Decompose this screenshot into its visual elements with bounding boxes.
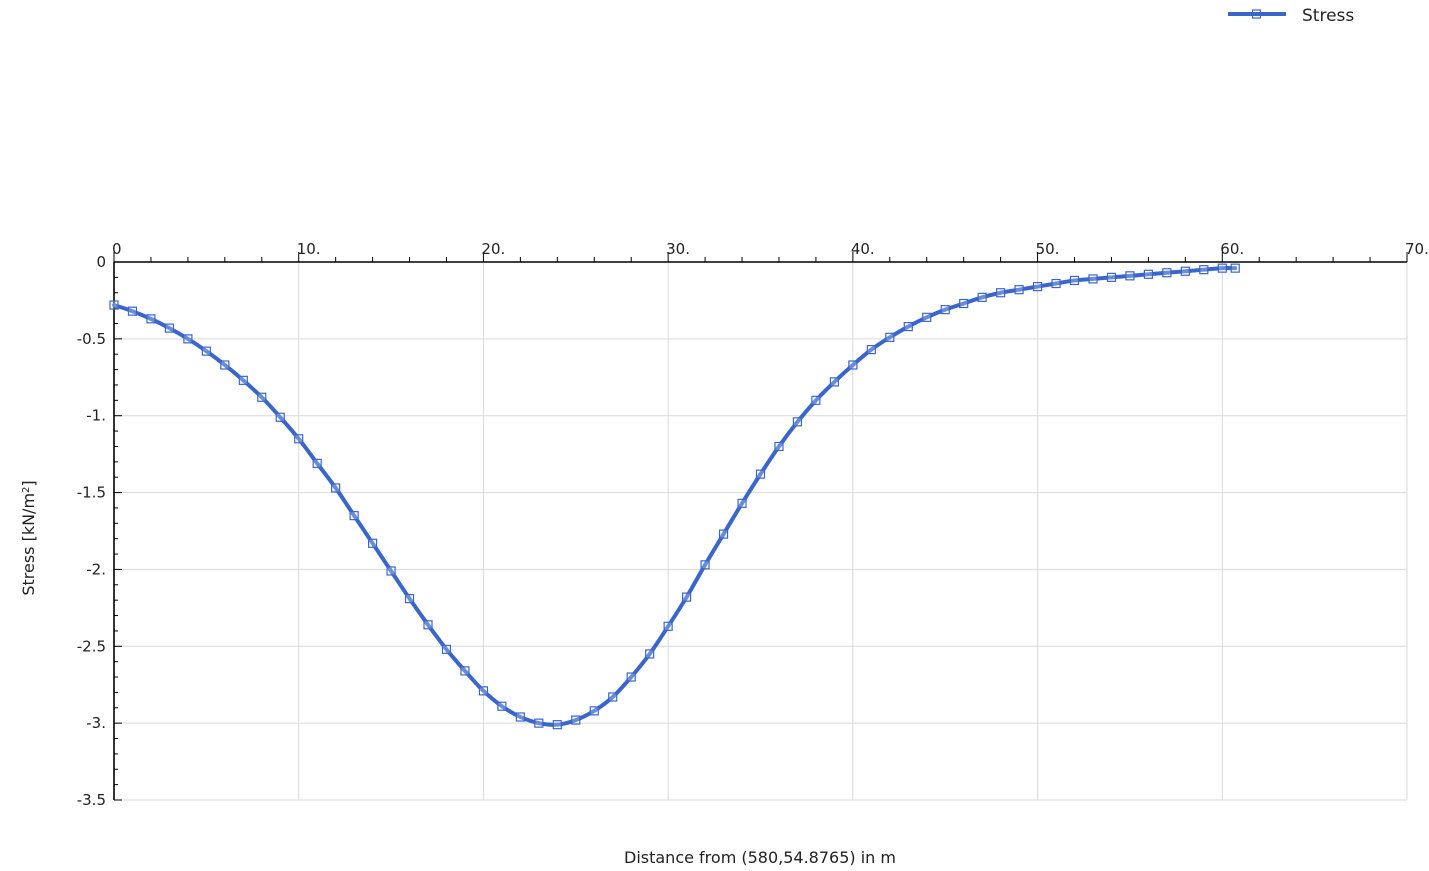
x-tick-label: 60. — [1220, 240, 1244, 258]
data-point — [571, 715, 581, 725]
data-point — [1230, 263, 1240, 273]
y-tick-label: -3. — [86, 714, 106, 732]
data-point — [460, 666, 470, 676]
data-point — [1032, 281, 1043, 292]
data-point — [792, 417, 803, 427]
legend-entry-stress: Stress — [1302, 6, 1354, 26]
data-point — [534, 718, 544, 728]
x-tick-label: 50. — [1036, 240, 1060, 258]
data-point — [294, 434, 304, 444]
data-point — [996, 288, 1006, 298]
data-point — [811, 395, 821, 405]
data-point — [959, 298, 969, 309]
data-point — [1199, 265, 1209, 275]
data-point — [1217, 263, 1227, 273]
data-point — [478, 686, 489, 696]
y-tick-label: -1. — [86, 407, 106, 425]
y-axis-label-superscript: 2 — [21, 487, 32, 493]
legend: Stress — [1228, 6, 1354, 26]
tick-labels: 0 10. 20. 30. 40. 50. 60. 70. 0 -0.5 -1. -1.5 -2. -2.… — [77, 240, 1429, 809]
y-tick-label: -2. — [86, 560, 106, 578]
legend-marker-square — [1251, 9, 1262, 19]
data-point — [1180, 266, 1190, 276]
data-point — [183, 334, 193, 344]
data-point — [368, 538, 378, 548]
data-point — [1088, 274, 1098, 284]
data-point — [903, 321, 913, 332]
x-tick-label: 70. — [1405, 240, 1429, 258]
data-point — [1069, 275, 1080, 286]
x-tick-label: 20. — [481, 240, 505, 258]
data-point — [127, 306, 138, 316]
data-point — [404, 594, 415, 604]
x-tick-label: 40. — [851, 240, 875, 258]
data-point — [977, 292, 987, 302]
data-point — [1106, 272, 1117, 282]
data-point — [663, 621, 673, 631]
data-point — [146, 314, 156, 324]
data-point — [109, 300, 119, 310]
plot-area — [109, 263, 1240, 730]
y-tick-label: 0 — [96, 253, 106, 271]
data-point — [1143, 269, 1154, 279]
data-point — [608, 692, 618, 702]
y-tick-label: -0.5 — [77, 330, 106, 348]
data-point — [164, 323, 175, 333]
data-point — [682, 592, 692, 602]
data-point — [755, 469, 766, 479]
data-point — [848, 360, 858, 370]
y-axis-label-main: Stress [kN/m — [19, 493, 38, 596]
y-tick-label: -2.5 — [77, 637, 106, 655]
data-point — [386, 566, 396, 576]
axes — [113, 261, 1407, 800]
data-point — [497, 701, 507, 711]
data-point — [220, 360, 230, 370]
data-point — [885, 332, 895, 342]
data-point — [515, 712, 525, 722]
data-point — [718, 529, 729, 539]
y-axis-label-end: ] — [19, 480, 38, 486]
data-point — [312, 458, 322, 468]
x-axis-label: Distance from (580,54.8765) in m — [624, 848, 896, 867]
x-tick-label: 0 — [112, 240, 122, 258]
data-point — [349, 511, 359, 521]
data-point — [922, 312, 932, 322]
x-tick-label: 30. — [666, 240, 690, 258]
x-tick-label: 10. — [297, 240, 321, 258]
tick-marks — [113, 252, 1408, 801]
data-point — [1125, 271, 1135, 281]
data-point — [940, 305, 950, 315]
data-point — [257, 392, 267, 402]
grid-lines — [114, 262, 1408, 801]
data-point — [626, 672, 636, 682]
data-point — [700, 560, 710, 570]
data-point — [737, 498, 747, 508]
data-point — [589, 706, 599, 716]
data-point — [238, 375, 248, 385]
data-point — [1162, 268, 1172, 278]
data-point — [829, 377, 839, 387]
y-axis-label: Stress [kN/m2] — [19, 480, 38, 595]
data-point — [201, 346, 211, 356]
series-line-stress — [112, 266, 1238, 727]
y-tick-label: -1.5 — [77, 484, 106, 502]
data-point — [275, 412, 285, 422]
data-point — [645, 649, 655, 659]
data-point — [774, 441, 784, 452]
data-point — [423, 620, 433, 630]
data-point — [866, 345, 876, 355]
data-point — [441, 644, 452, 654]
data-point — [1051, 278, 1061, 289]
data-point — [331, 483, 341, 493]
y-tick-label: -3.5 — [77, 791, 106, 809]
data-point — [1014, 285, 1024, 295]
data-point — [552, 720, 562, 730]
